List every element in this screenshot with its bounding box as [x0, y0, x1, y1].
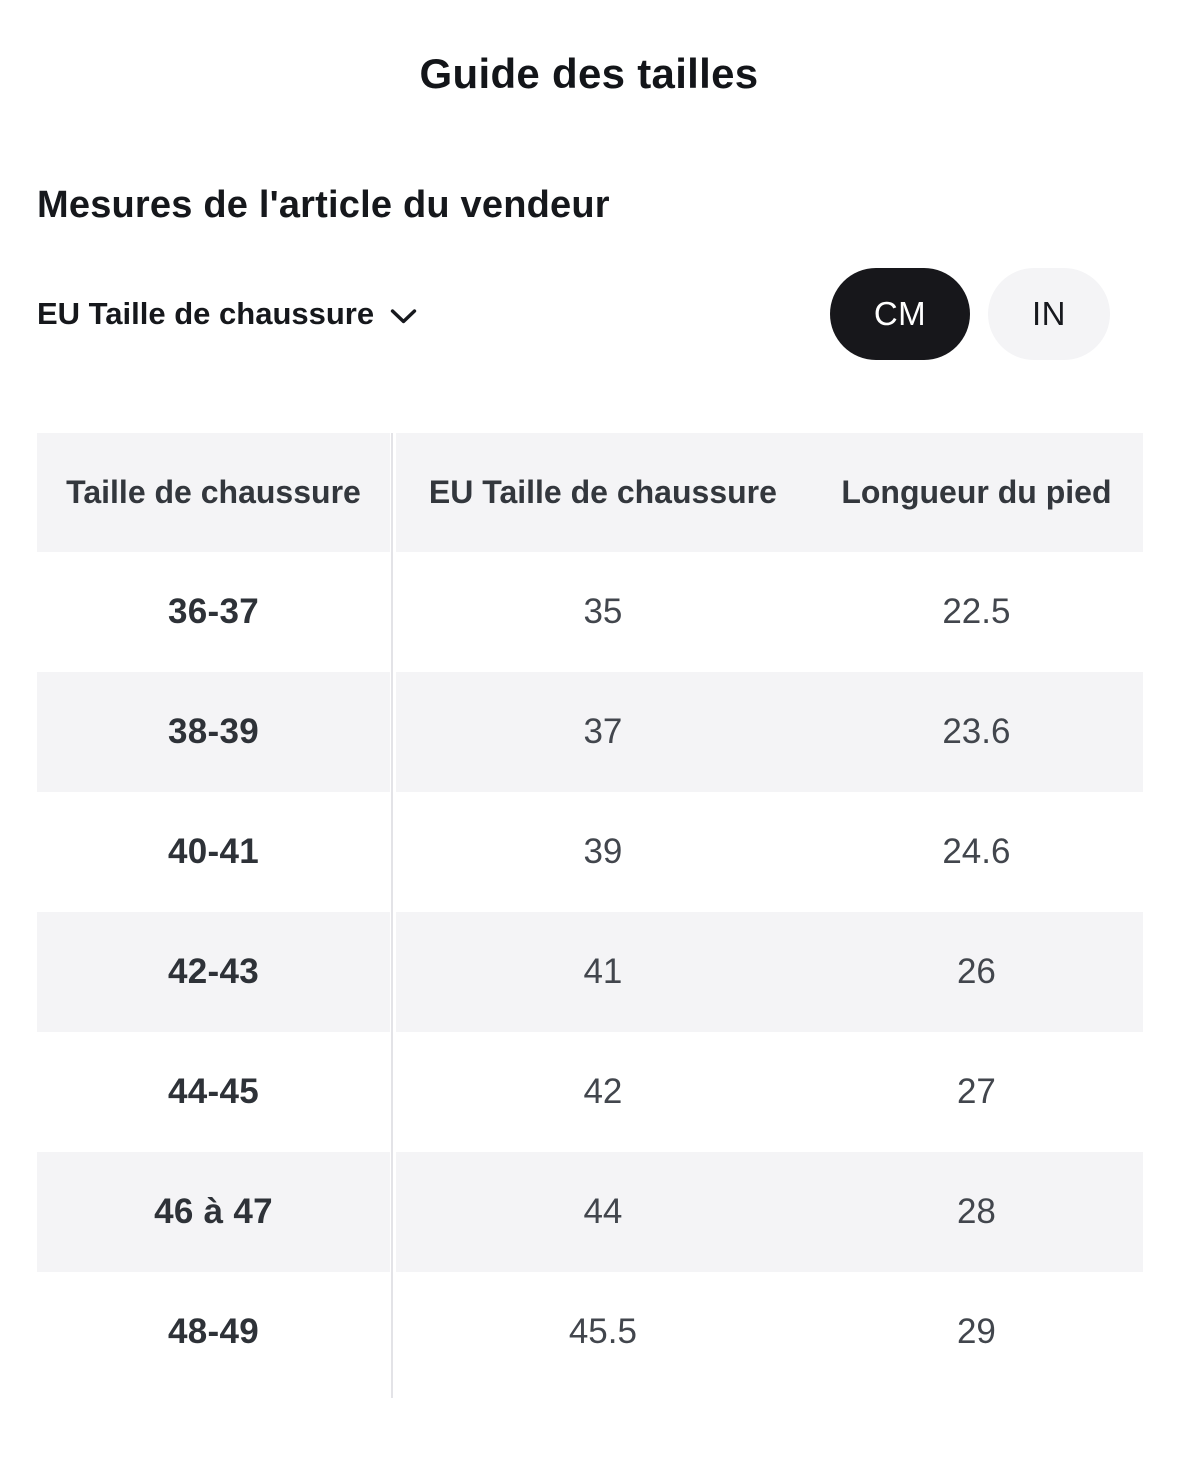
table-header-row: Taille de chaussure EU Taille de chaussu…	[37, 433, 1143, 552]
table-row-right-group: 45.5 29	[396, 1272, 1143, 1392]
table-row-right-group: 37 23.6	[396, 672, 1143, 792]
table-body: 36-37 35 22.5 38-39 37 23.6 40-41 39 24.…	[37, 552, 1143, 1392]
in-unit-button[interactable]: IN	[988, 267, 1110, 360]
cell-eu-shoe-size: 35	[583, 592, 623, 631]
cell-foot-length: 24.6	[942, 832, 1011, 871]
table-row-right-group: 41 26	[396, 912, 1143, 1032]
column-header-eu-shoe-size: EU Taille de chaussure	[428, 474, 777, 510]
column-header-shoe-size: Taille de chaussure	[37, 433, 390, 552]
table-row-right-group: 39 24.6	[396, 792, 1143, 912]
size-table: Taille de chaussure EU Taille de chaussu…	[37, 433, 1143, 1398]
table-header-right-group: EU Taille de chaussure Longueur du pied	[396, 433, 1143, 552]
column-header-foot-length: Longueur du pied	[841, 474, 1112, 510]
column-divider	[391, 433, 393, 1398]
cell-eu-shoe-size: 41	[583, 952, 623, 991]
cell-eu-shoe-size: 37	[583, 712, 623, 751]
chevron-down-icon	[390, 308, 417, 325]
cell-foot-length: 26	[956, 952, 996, 991]
cell-foot-length: 29	[956, 1312, 996, 1351]
section-heading: Mesures de l'article du vendeur	[37, 184, 610, 226]
table-row: 36-37 35 22.5	[37, 552, 1143, 672]
controls-row: EU Taille de chaussure CM IN	[37, 267, 1143, 360]
table-row: 48-49 45.5 29	[37, 1272, 1143, 1392]
cell-shoe-size: 48-49	[167, 1312, 260, 1351]
cell-shoe-size: 42-43	[37, 912, 390, 1032]
table-row: 40-41 39 24.6	[37, 792, 1143, 912]
cell-shoe-size: 36-37	[167, 592, 260, 631]
cell-eu-shoe-size: 42	[583, 1072, 623, 1111]
cell-eu-shoe-size: 45.5	[568, 1312, 637, 1351]
table-row: 38-39 37 23.6	[37, 672, 1143, 792]
table-row: 46 à 47 44 28	[37, 1152, 1143, 1272]
cell-foot-length: 22.5	[942, 592, 1011, 631]
table-row-right-group: 35 22.5	[396, 552, 1143, 672]
cell-shoe-size: 46 à 47	[37, 1152, 390, 1272]
cell-eu-shoe-size: 39	[583, 832, 623, 871]
cell-eu-shoe-size: 44	[583, 1192, 623, 1231]
table-row-right-group: 42 27	[396, 1032, 1143, 1152]
cell-foot-length: 23.6	[942, 712, 1011, 751]
cell-shoe-size: 44-45	[167, 1072, 260, 1111]
cell-shoe-size: 40-41	[167, 832, 260, 871]
table-row-right-group: 44 28	[396, 1152, 1143, 1272]
cell-shoe-size: 38-39	[37, 672, 390, 792]
size-type-dropdown-label: EU Taille de chaussure	[37, 295, 375, 331]
page-title: Guide des tailles	[419, 50, 759, 97]
cell-foot-length: 28	[956, 1192, 996, 1231]
cell-foot-length: 27	[956, 1072, 996, 1111]
table-row: 44-45 42 27	[37, 1032, 1143, 1152]
unit-toggle: CM IN	[830, 267, 1110, 360]
size-type-dropdown[interactable]: EU Taille de chaussure	[37, 296, 417, 332]
table-row: 42-43 41 26	[37, 912, 1143, 1032]
cm-unit-button[interactable]: CM	[830, 267, 970, 360]
